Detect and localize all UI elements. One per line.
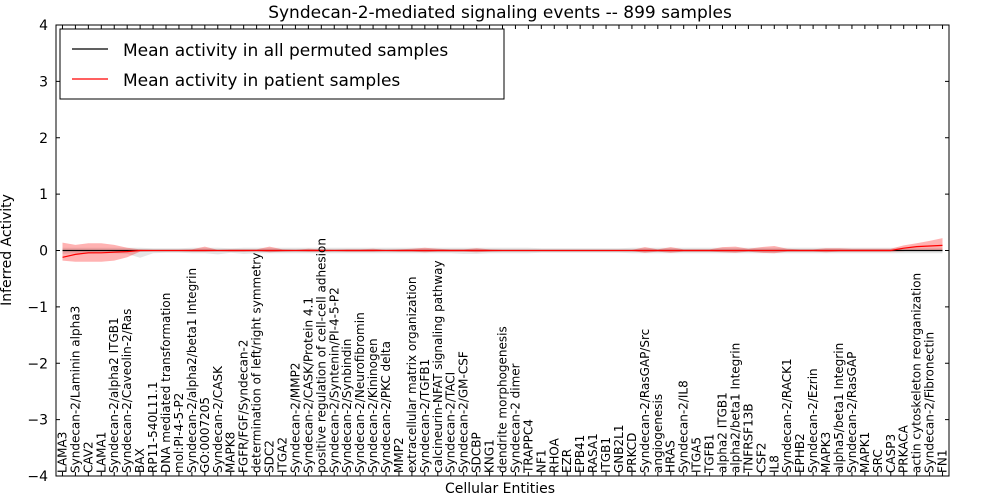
legend: Mean activity in all permuted samples Me… [59,28,505,100]
y-tick-label: −3 [27,413,48,429]
x-tick-label: ITGA2 [276,437,290,473]
x-tick-label: EPB41 [573,435,587,473]
x-tick-label: Syndecan-2/Fibronectin [923,332,937,473]
x-tick-label: CASP3 [884,434,898,473]
x-tick-label: ITGB1 [599,437,613,473]
x-tick-label: NF1 [534,449,548,473]
x-tick-label: GO:0007205 [198,397,212,473]
x-tick-label: Syndecan-2/CASK [211,365,225,473]
x-tick-label: alpha5/beta1 Integrin [832,343,846,473]
x-tick-label: CSF2 [754,442,768,473]
x-tick-label: dendrite morphogenesis [496,326,510,473]
x-tick-label: LAMA1 [94,432,108,473]
x-tick-label: FN1 [936,449,950,473]
x-tick-label: Syndecan-2/RasGAP [845,352,859,473]
patient-mean-line [62,244,943,258]
y-tick-label: 3 [39,74,48,90]
x-tick-label: Syndecan-2/Laminin alpha3 [68,306,82,473]
x-tick-label: LAMA3 [56,432,70,473]
legend-label-permuted: Mean activity in all permuted samples [123,41,448,61]
x-tick-label: ITGA5 [690,437,704,473]
x-tick-label: extracellular matrix organization [405,277,419,474]
x-tick-label: HRAS [664,440,678,473]
x-tick-label: Syndecan-2/Syntenin/PI-4-5-P2 [327,287,341,473]
x-tick-label: Syndecan-2/TGFB1 [418,359,432,473]
x-tick-label: SDCBP [470,432,484,473]
x-tick-label: RHOA [547,437,561,473]
y-tick-label: −1 [27,300,48,316]
x-tick-label: alpha2/beta1 Integrin [729,343,743,473]
y-tick-label: −2 [27,356,48,372]
x-tick-label: TNFRSF13B [741,403,755,474]
x-tick-label: mol:PI-4-5-P2 [172,393,186,473]
legend-label-patient: Mean activity in patient samples [123,71,400,91]
x-tick-label: Syndecan-2/Synbindin [340,339,354,473]
x-tick-label: TRAPPC4 [521,419,535,474]
x-tick-label: EZR [560,449,574,473]
x-tick-label: IL8 [767,455,781,473]
x-tick-label: Syndecan-2/IL8 [677,380,691,473]
x-tick-label: determination of left/right symmetry [250,253,264,473]
x-tick-label: PRKACA [897,424,911,473]
x-tick-label: Syndecan-2/RasGAP/Src [638,329,652,473]
x-tick-label: Syndecan-2/GM-CSF [457,351,471,473]
x-tick-label: DNA mediated transformation [159,293,173,473]
chart-title: Syndecan-2-mediated signaling events -- … [268,3,732,23]
x-tick-label: positive regulation of cell-cell adhesio… [314,238,328,473]
x-tick-label: Syndecan-2/MMP2 [288,363,302,473]
x-tick-label: alpha2 ITGB1 [716,392,730,473]
x-tick-label: MAPK8 [224,432,238,473]
x-tick-label: MMP2 [392,437,406,473]
y-tick-label: −4 [27,469,48,485]
x-axis-label: Cellular Entities [445,481,555,497]
x-tick-label: PRKCD [625,433,639,473]
x-tick-label: Syndecan-2/Kininogen [366,338,380,473]
x-tick-label: MAPK3 [819,432,833,473]
x-tick-label: SRC [871,449,885,473]
y-tick-label: 4 [39,18,48,34]
x-tick-label: MAPK1 [858,432,872,473]
x-tick-label: Syndecan-2/PKC delta [379,341,393,473]
x-tick-label: Syndecan-2/TACI [444,372,458,473]
x-tick-label: GNB2L1 [612,425,626,473]
x-tick-label: TGFB1 [703,434,717,474]
x-tick-label: SDC2 [263,440,277,473]
x-tick-label: actin cytoskeleton reorganization [910,273,924,473]
x-tick-label: RP11-540L11.1 [146,382,160,473]
x-tick-label: Syndecan-2/CASK/Protein 4.1 [301,297,315,473]
x-tick-label: EPHB2 [793,433,807,473]
plot-area [62,238,943,262]
x-tick-label: Syndecan-2/alpha2/beta1 Integrin [185,268,199,473]
x-tick-label: Syndecan-2/Ezrin [806,368,820,473]
x-tick-label: Syndecan-2/Neurofibromin [353,312,367,473]
x-tick-label: KNG1 [483,439,497,473]
y-axis-label: Inferred Activity [0,194,15,306]
legend-frame [59,28,505,100]
x-tick-label: RASA1 [586,433,600,473]
x-tick-label: FGFR/FGF/Syndecan-2 [237,340,251,473]
x-tick-label: BAX [133,448,147,473]
x-tick-label: CAV2 [81,441,95,473]
x-tick-label: Syndecan-2/alpha2 ITGB1 [107,317,121,473]
y-tick-label: 2 [39,131,48,147]
y-tick-label: 0 [39,244,48,260]
x-tick-label: Syndecan-2/Caveolin-2/Ras [120,309,134,473]
x-tick-label: calcineurin-NFAT signaling pathway [431,260,445,473]
x-tick-label: Syndecan-2 dimer [508,363,522,473]
x-tick-label: Syndecan-2/RACK1 [780,358,794,473]
x-tick-label: angiogenesis [651,394,665,473]
y-tick-label: 1 [39,187,48,203]
